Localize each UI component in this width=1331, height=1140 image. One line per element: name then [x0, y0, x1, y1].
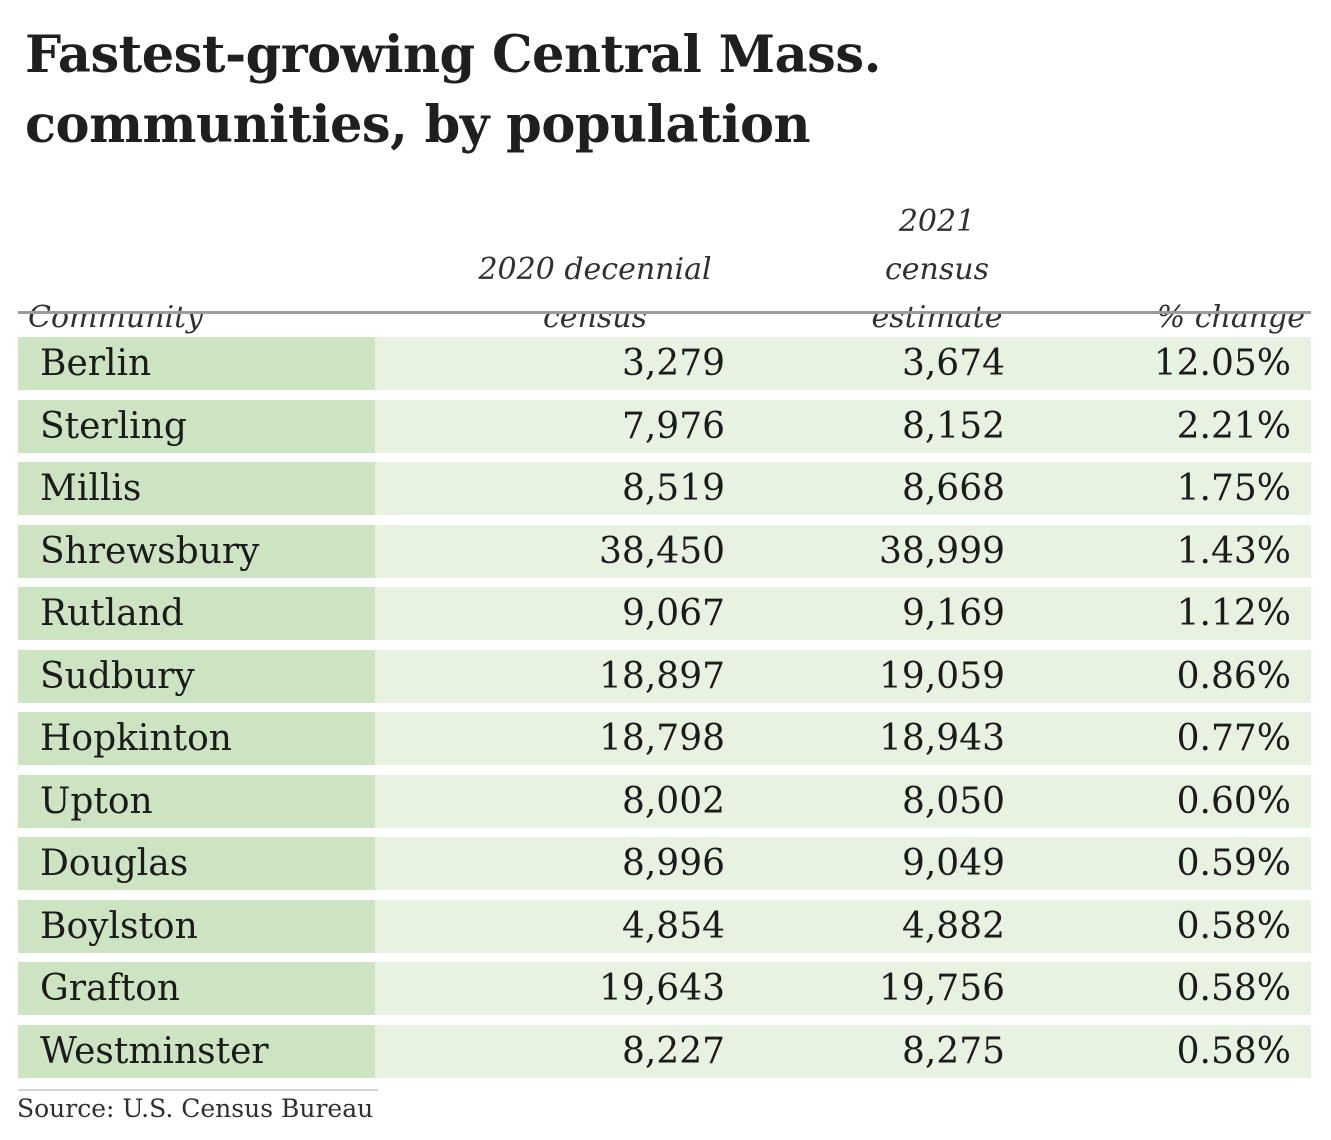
community-cell: Hopkinton: [18, 712, 375, 765]
pct-change-cell: 0.77%: [1025, 712, 1311, 765]
census-2020-cell: 8,996: [375, 837, 745, 890]
table-row: Douglas 8,996 9,049 0.59%: [18, 837, 1311, 890]
census-2020-cell: 7,976: [375, 399, 745, 453]
census-2020-cell: 3,279: [375, 337, 745, 390]
census-2020-cell: 19,643: [375, 962, 745, 1015]
census-2020-cell: 4,854: [375, 899, 745, 953]
estimate-2021-cell: 38,999: [745, 524, 1025, 578]
table-row: Grafton 19,643 19,756 0.58%: [18, 962, 1311, 1015]
estimate-2021-cell: 4,882: [745, 899, 1025, 953]
estimate-2021-cell: 8,275: [745, 1024, 1025, 1078]
column-header-2021-estimate: 2021 census estimate: [745, 198, 1025, 342]
table-row: Sterling 7,976 8,152 2.21%: [18, 399, 1311, 453]
pct-change-cell: 0.60%: [1025, 774, 1311, 828]
estimate-2021-cell: 19,756: [745, 962, 1025, 1015]
census-2020-cell: 8,227: [375, 1024, 745, 1078]
header-divider-rule: [18, 311, 1311, 314]
community-cell: Boylston: [18, 899, 375, 953]
column-header-2020-census-line2: census: [543, 300, 647, 335]
estimate-2021-cell: 9,049: [745, 837, 1025, 890]
estimate-2021-cell: 8,050: [745, 774, 1025, 828]
pct-change-cell: 1.43%: [1025, 524, 1311, 578]
column-header-pct-change: % change: [1156, 300, 1305, 335]
column-header-2021-estimate-line1: 2021 census: [885, 204, 989, 287]
pct-change-cell: 1.12%: [1025, 587, 1311, 640]
column-header-2020-census: 2020 decennial census: [375, 246, 745, 342]
pct-change-cell: 0.58%: [1025, 899, 1311, 953]
table-row: Berlin 3,279 3,674 12.05%: [18, 337, 1311, 390]
estimate-2021-cell: 19,059: [745, 649, 1025, 703]
census-2020-cell: 8,519: [375, 462, 745, 515]
column-header-2021-estimate-line2: estimate: [871, 300, 1003, 335]
pct-change-cell: 12.05%: [1025, 337, 1311, 390]
community-cell: Douglas: [18, 837, 375, 890]
census-2020-cell: 18,798: [375, 712, 745, 765]
table-bottom-line: [18, 1089, 378, 1091]
pct-change-cell: 0.59%: [1025, 837, 1311, 890]
community-cell: Grafton: [18, 962, 375, 1015]
table-row: Upton 8,002 8,050 0.60%: [18, 774, 1311, 828]
community-cell: Westminster: [18, 1024, 375, 1078]
table-row: Hopkinton 18,798 18,943 0.77%: [18, 712, 1311, 765]
column-header-community: Community: [28, 300, 204, 335]
estimate-2021-cell: 9,169: [745, 587, 1025, 640]
community-cell: Rutland: [18, 587, 375, 640]
community-cell: Sterling: [18, 399, 375, 453]
table-header-row: Community 2020 decennial census 2021 cen…: [18, 198, 1311, 335]
table-row: Sudbury 18,897 19,059 0.86%: [18, 649, 1311, 703]
pct-change-cell: 0.58%: [1025, 962, 1311, 1015]
community-cell: Berlin: [18, 337, 375, 390]
pct-change-cell: 2.21%: [1025, 399, 1311, 453]
community-cell: Shrewsbury: [18, 524, 375, 578]
source-credit: Source: U.S. Census Bureau: [17, 1094, 374, 1123]
table-row: Rutland 9,067 9,169 1.12%: [18, 587, 1311, 640]
community-cell: Sudbury: [18, 649, 375, 703]
column-header-2020-census-line1: 2020 decennial: [478, 252, 712, 287]
estimate-2021-cell: 3,674: [745, 337, 1025, 390]
estimate-2021-cell: 18,943: [745, 712, 1025, 765]
census-2020-cell: 38,450: [375, 524, 745, 578]
community-cell: Upton: [18, 774, 375, 828]
census-2020-cell: 9,067: [375, 587, 745, 640]
page-title: Fastest-growing Central Mass. communitie…: [25, 25, 881, 155]
table-rows: Berlin 3,279 3,674 12.05% Sterling 7,976 8,152…: [18, 337, 1311, 1087]
table-row: Shrewsbury 38,450 38,999 1.43%: [18, 524, 1311, 578]
table-row: Westminster 8,227 8,275 0.58%: [18, 1024, 1311, 1078]
pct-change-cell: 0.86%: [1025, 649, 1311, 703]
pct-change-cell: 0.58%: [1025, 1024, 1311, 1078]
table-row: Boylston 4,854 4,882 0.58%: [18, 899, 1311, 953]
census-2020-cell: 8,002: [375, 774, 745, 828]
pct-change-cell: 1.75%: [1025, 462, 1311, 515]
estimate-2021-cell: 8,152: [745, 399, 1025, 453]
estimate-2021-cell: 8,668: [745, 462, 1025, 515]
table-row: Millis 8,519 8,668 1.75%: [18, 462, 1311, 515]
community-cell: Millis: [18, 462, 375, 515]
census-2020-cell: 18,897: [375, 649, 745, 703]
